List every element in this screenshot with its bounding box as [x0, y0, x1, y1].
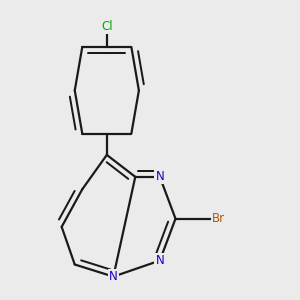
Text: N: N — [155, 254, 164, 267]
Text: N: N — [155, 170, 164, 183]
Text: N: N — [109, 270, 118, 283]
Text: Cl: Cl — [101, 20, 112, 33]
Text: Br: Br — [212, 212, 225, 225]
